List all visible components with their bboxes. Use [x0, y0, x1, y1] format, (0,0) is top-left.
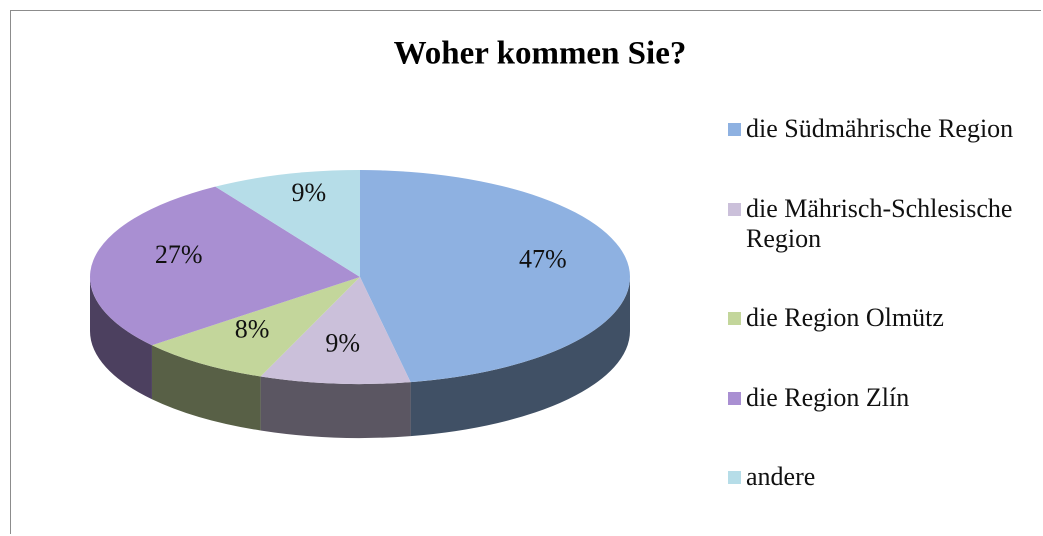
legend-swatch — [728, 471, 741, 484]
legend-item: die Region Olmütz — [728, 303, 1028, 333]
legend-label: die Region Olmütz — [746, 303, 944, 332]
legend-item: andere — [728, 462, 1028, 492]
legend: die Südmährische Region die Mährisch-Schl… — [728, 114, 1028, 492]
slice-side — [90, 277, 152, 400]
slice-side — [260, 376, 411, 439]
slice — [151, 277, 360, 377]
slice — [89, 186, 360, 346]
legend-label: die Mährisch-Schlesische Region — [746, 193, 1013, 253]
legend-label: andere — [746, 462, 816, 491]
slice — [360, 170, 630, 383]
slice — [260, 277, 411, 384]
legend-item: die Region Zlín — [728, 383, 1028, 413]
chart-title: Woher kommen Sie? — [394, 36, 687, 72]
slice-side — [151, 345, 261, 431]
data-label: 8% — [235, 314, 270, 343]
slice-side — [410, 277, 630, 437]
data-label: 9% — [291, 178, 326, 207]
legend-label: die Südmährische Region — [746, 114, 1014, 143]
legend-swatch — [728, 312, 741, 325]
data-label: 47% — [519, 245, 567, 274]
legend-label: die Region Zlín — [746, 382, 910, 412]
legend-item: die Mährisch-Schlesische Region — [728, 194, 1028, 254]
data-label: 9% — [325, 329, 360, 358]
data-label: 27% — [155, 240, 203, 269]
legend-swatch — [728, 391, 741, 405]
legend-swatch — [728, 123, 741, 136]
legend-item: die Südmährische Region — [728, 114, 1028, 144]
legend-swatch — [728, 202, 741, 216]
slice — [215, 170, 360, 277]
chart-frame — [10, 10, 1041, 534]
